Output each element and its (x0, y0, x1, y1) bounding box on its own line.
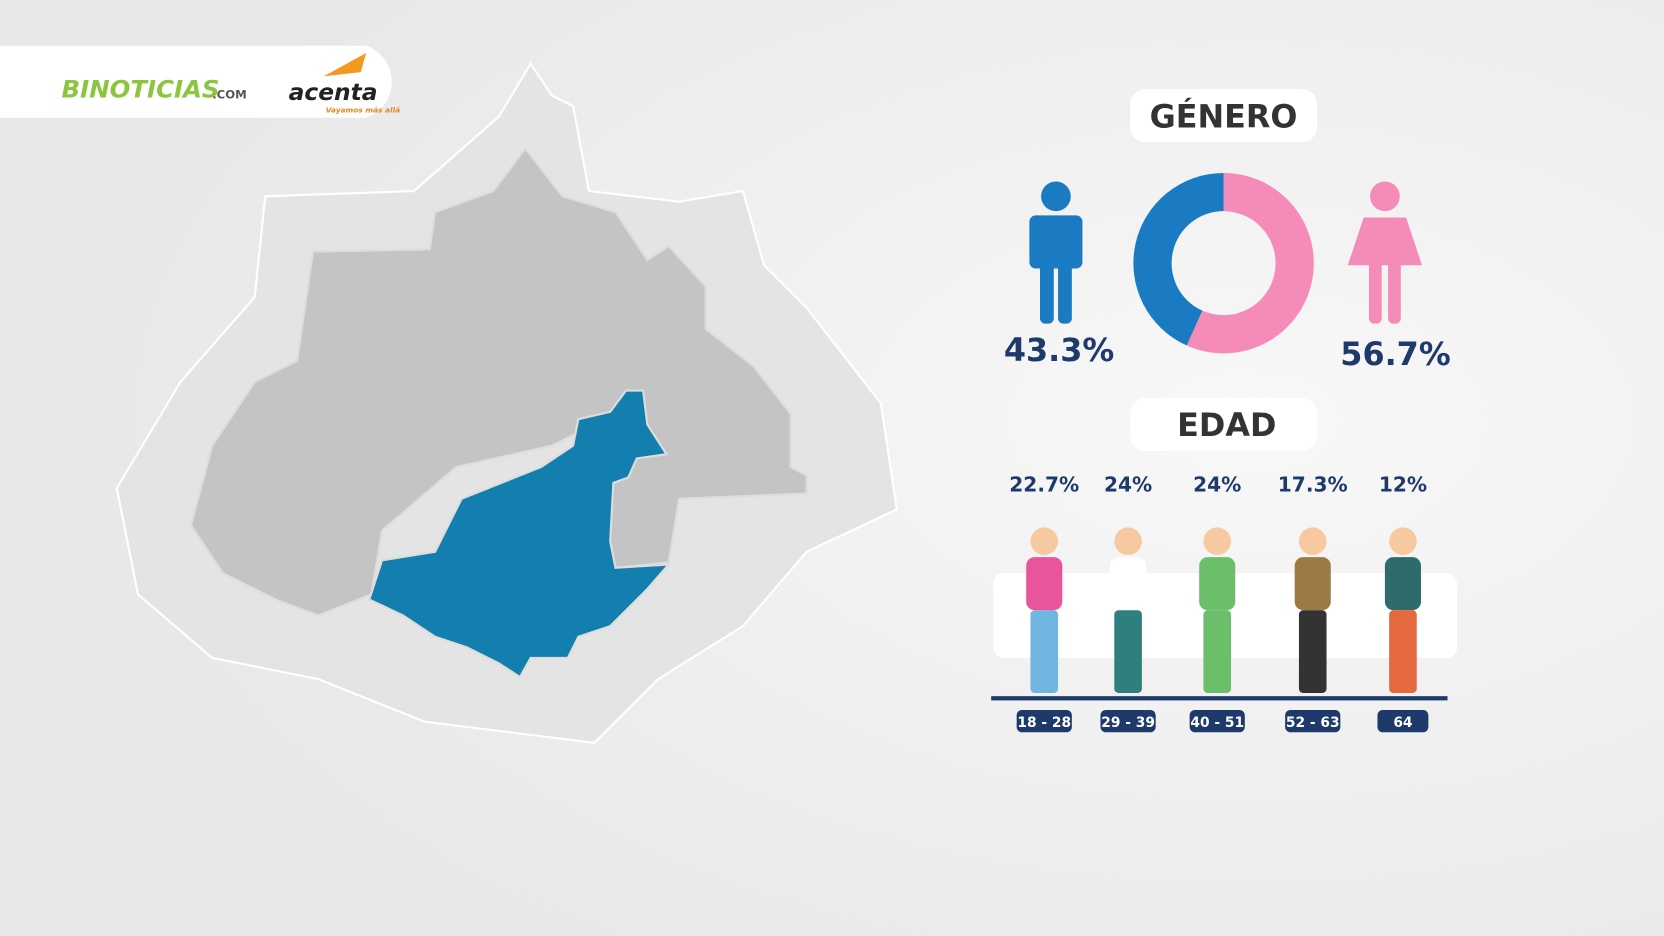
age-figure (1110, 527, 1147, 693)
head (1114, 527, 1142, 556)
age-range-box (1016, 709, 1072, 733)
male-label: 43.3% (1004, 331, 1114, 369)
torso (1026, 557, 1063, 611)
female-label: 56.7% (1340, 335, 1450, 373)
head (1389, 527, 1417, 556)
age-range: 29 - 39 (1101, 715, 1155, 731)
brand-suffix: .COM (212, 88, 246, 102)
age-range: 52 - 63 (1286, 715, 1340, 731)
torso (1294, 557, 1331, 611)
age-percent: 12% (1379, 472, 1427, 496)
donut-segment (1133, 172, 1224, 346)
age-percent: 24% (1193, 472, 1241, 496)
age-range-box (1377, 709, 1429, 733)
head (1030, 527, 1059, 556)
head (1298, 527, 1327, 556)
head (1203, 527, 1232, 556)
age-range-box (1189, 709, 1245, 733)
gender-title: GÉNERO (1150, 97, 1298, 135)
legs (1203, 610, 1232, 693)
legs (1114, 610, 1142, 693)
age-percent: 22.7% (1009, 472, 1079, 496)
age-figure (1026, 527, 1063, 693)
map (115, 61, 898, 744)
title-box (1130, 397, 1317, 452)
female-icon (1347, 181, 1423, 324)
partner-logo-mark (323, 53, 367, 77)
torso (1384, 557, 1421, 611)
age-percent: 24% (1104, 472, 1152, 496)
legs (1030, 610, 1059, 693)
age-baseline (991, 696, 1448, 701)
age-groups: 22.7% 18 - 28 24% 29 - 39 24% 40 - 51 17.3% 52 … (1009, 472, 1429, 733)
title-box (1130, 89, 1317, 143)
age-range-box (1100, 709, 1156, 733)
torso (1110, 557, 1147, 611)
male-icon (1029, 181, 1083, 324)
partner-tagline: Vayamos más allá (326, 105, 400, 114)
brand: BINOTICIAS (62, 75, 220, 104)
legs (1389, 610, 1417, 693)
partner: acenta (289, 78, 378, 106)
donut (1133, 172, 1314, 354)
age-title: EDAD (1177, 406, 1276, 444)
age-range-box (1285, 709, 1341, 733)
torso (1199, 557, 1236, 611)
logo-bar (0, 45, 392, 118)
age-figure (1294, 527, 1331, 693)
map-highlight (368, 389, 672, 679)
age-percent: 17.3% (1278, 472, 1348, 496)
age-range: 64 (1393, 715, 1412, 731)
donut-segment (1186, 172, 1314, 354)
age-figure (1199, 527, 1236, 693)
age-range: 40 - 51 (1190, 715, 1244, 731)
age-range: 18 - 28 (1017, 715, 1071, 731)
age-figure (1384, 527, 1421, 693)
legs (1298, 610, 1327, 693)
